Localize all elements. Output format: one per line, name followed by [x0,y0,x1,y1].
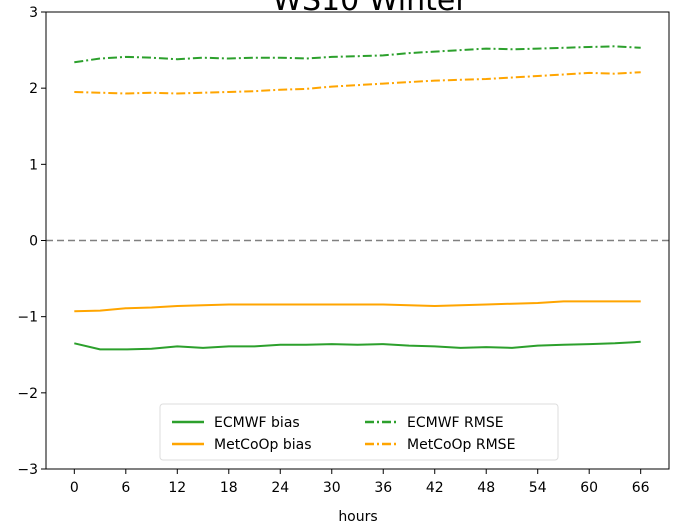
y-tick-label: −2 [17,386,38,402]
legend-item: ECMWF bias [172,415,300,431]
plot-area [46,45,669,351]
x-tick-label: 0 [70,480,79,496]
legend-frame [159,403,559,461]
legend-label: MetCoOp bias [214,437,312,453]
series-line-ecmwf-bias [74,340,641,351]
legend-item: ECMWF RMSE [365,415,504,431]
x-tick-label: 30 [323,480,341,496]
legend-label: ECMWF RMSE [407,415,504,431]
series-line-metcoop-rmse [74,71,641,95]
x-tick-label: 60 [580,480,598,496]
legend-item: MetCoOp RMSE [365,437,515,453]
series-line-ecmwf-rmse [74,45,641,64]
y-tick-label: −1 [17,310,38,326]
y-tick-label: 0 [29,234,38,250]
x-tick-label: 18 [220,480,238,496]
series-line-metcoop-bias [74,300,641,313]
y-tick-label: 2 [29,81,38,97]
x-axis-label: hours [338,509,377,525]
legend-label: ECMWF bias [214,415,300,431]
y-tick-label: −3 [17,462,38,478]
x-tick-label: 66 [632,480,650,496]
legend-label: MetCoOp RMSE [407,437,515,453]
y-tick-label: 1 [29,157,38,173]
x-tick-label: 54 [529,480,547,496]
x-tick-label: 36 [374,480,392,496]
legend: ECMWF bias MetCoOp bias ECMWF RMSE MetCoOp … [159,403,559,461]
x-tick-label: 42 [426,480,444,496]
legend-item: MetCoOp bias [172,437,312,453]
x-tick-label: 48 [477,480,495,496]
x-tick-label: 12 [168,480,186,496]
x-tick-label: 6 [121,480,130,496]
chart-title: WS10 Winter [272,0,468,18]
y-tick-label: 3 [29,5,38,21]
x-tick-label: 24 [271,480,289,496]
